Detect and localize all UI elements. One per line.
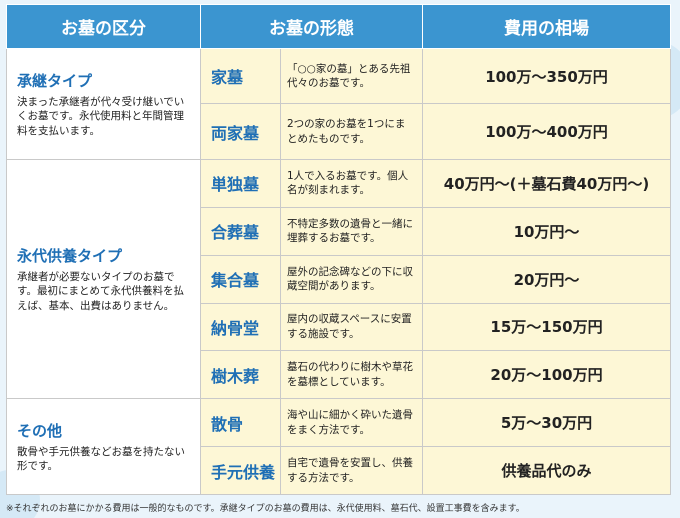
header-category: お墓の区分 [6,4,201,49]
grave-type-cost: 40万円～(＋墓石費40万円～) [422,158,671,208]
grave-type-name: 両家墓 [200,103,281,160]
grave-type-cost: 20万円～ [422,254,671,304]
grave-type-name: 納骨堂 [200,302,281,352]
footnote: ※それぞれのお墓にかかる費用は一般的なものです。承継タイプのお墓の費用は、永代使… [6,504,525,514]
grave-type-name: 単独墓 [200,158,281,208]
grave-type-name: 散骨 [200,398,281,448]
grave-type-desc: 不特定多数の遺骨と一緒に埋葬するお墓です。 [280,206,423,256]
category-cell: 承継タイプ 決まった承継者が代々受け継いでいくお墓です。永代使用料と年間管理料を… [6,48,201,160]
grave-type-name: 家墓 [200,47,281,105]
table-row: 手元供養 自宅で遺骨を安置し、供養する方法です。 供養品代のみ [7,446,671,495]
grave-type-name: 集合墓 [200,254,281,304]
grave-type-cost: 供養品代のみ [422,446,671,495]
table-row: 承継タイプ 決まった承継者が代々受け継いでいくお墓です。永代使用料と年間管理料を… [6,47,671,160]
grave-type-desc: 「○○家の墓」とある先祖代々のお墓です。 [280,47,423,105]
category-title: その他 [17,421,63,440]
category-desc: 散骨や手元供養などお墓を持たない形です。 [17,445,185,473]
grave-type-cost: 10万円～ [422,206,671,256]
table-row: 永代供養タイプ 承継者が必要ないタイプのお墓です。最初にまとめて永代供養料を払え… [6,158,671,400]
grave-type-desc: 自宅で遺骨を安置し、供養する方法です。 [280,446,423,495]
grave-type-cost: 5万～30万円 [422,398,671,448]
table-row: 集合墓 屋外の記念碑などの下に収蔵空間があります。 20万円～ [7,254,671,304]
grave-type-name: 合葬墓 [200,206,281,256]
grave-type-cost: 100万～350万円 [422,47,671,105]
grave-type-desc: 2つの家のお墓を1つにまとめたものです。 [280,103,423,160]
grave-type-cost: 15万～150万円 [422,302,671,352]
grave-type-desc: 屋内の収蔵スペースに安置する施設です。 [280,302,423,352]
grave-type-cost: 100万～400万円 [422,103,671,160]
grave-type-desc: 海や山に細かく砕いた遺骨をまく方法です。 [280,398,423,448]
grave-type-desc: 墓石の代わりに樹木や草花を墓標としています。 [280,350,423,400]
category-title: 承継タイプ [17,71,93,90]
table-row: 合葬墓 不特定多数の遺骨と一緒に埋葬するお墓です。 10万円～ [7,206,671,256]
grave-type-desc: 1人で入るお墓です。個人名が刻まれます。 [280,158,423,208]
header-form: お墓の形態 [200,4,423,49]
header-cost: 費用の相場 [422,4,671,49]
category-desc: 承継者が必要ないタイプのお墓です。最初にまとめて永代供養料を払えば、基本、出費は… [17,270,184,312]
grave-type-cost: 20万～100万円 [422,350,671,400]
table-row: 樹木葬 墓石の代わりに樹木や草花を墓標としています。 20万～100万円 [7,350,671,400]
grave-type-name: 樹木葬 [200,350,281,400]
table-header-row: お墓の区分 お墓の形態 費用の相場 [6,4,671,49]
category-title: 永代供養タイプ [17,246,123,265]
grave-cost-table: お墓の区分 お墓の形態 費用の相場 承継タイプ 決まった承継者が代々受け継いでい… [6,4,671,495]
table-row: その他 散骨や手元供養などお墓を持たない形です。 散骨 海や山に細かく砕いた遺骨… [6,398,671,495]
table-row: 両家墓 2つの家のお墓を1つにまとめたものです。 100万～400万円 [7,103,671,160]
category-desc: 決まった承継者が代々受け継いでいくお墓です。永代使用料と年間管理料を支払います。 [17,95,185,137]
category-cell: 永代供養タイプ 承継者が必要ないタイプのお墓です。最初にまとめて永代供養料を払え… [6,158,201,400]
grave-type-desc: 屋外の記念碑などの下に収蔵空間があります。 [280,254,423,304]
category-cell: その他 散骨や手元供養などお墓を持たない形です。 [6,398,201,495]
table-row: 納骨堂 屋内の収蔵スペースに安置する施設です。 15万～150万円 [7,302,671,352]
grave-type-name: 手元供養 [200,446,281,495]
